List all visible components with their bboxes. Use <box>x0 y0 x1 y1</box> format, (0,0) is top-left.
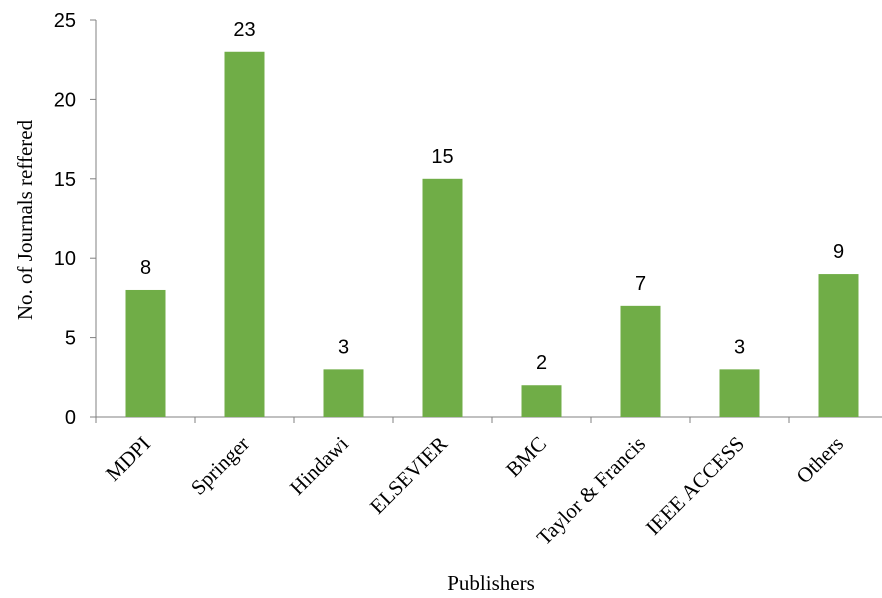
x-tick-label: ELSEVIER <box>365 432 452 519</box>
data-label: 9 <box>833 241 844 263</box>
y-tick-label: 25 <box>54 10 76 32</box>
y-tick-label: 0 <box>65 407 76 429</box>
chart-axes: 0 5 10 15 20 25 <box>54 10 882 429</box>
x-tick-label: MDPI <box>101 432 155 486</box>
x-tick-label: Others <box>791 432 848 489</box>
data-label: 2 <box>536 352 547 374</box>
bar-elsevier <box>422 178 463 417</box>
y-tick-label: 5 <box>65 328 76 350</box>
y-tick-label: 10 <box>54 248 76 270</box>
bar-others <box>818 274 859 417</box>
y-tick-label: 15 <box>54 169 76 191</box>
y-tick-label: 20 <box>54 89 76 111</box>
chart-labels: 8MDPI23Springer3Hindawi15ELSEVIER2BMC7Ta… <box>101 19 848 550</box>
x-tick-label: Hindawi <box>285 431 353 499</box>
data-label: 23 <box>233 19 255 41</box>
data-label: 3 <box>338 336 349 358</box>
x-tick-label: IEEE ACCESS <box>641 432 749 540</box>
data-label: 15 <box>431 146 453 168</box>
data-label: 3 <box>734 336 745 358</box>
bar-bmc <box>521 385 562 417</box>
bar-hindawi <box>323 369 364 417</box>
x-tick-label: BMC <box>501 432 551 482</box>
bar-taylor-francis <box>620 305 661 417</box>
data-label: 8 <box>140 257 151 279</box>
x-tick-label: Springer <box>186 432 254 500</box>
chart-bars <box>125 51 859 417</box>
x-axis-title: Publishers <box>447 571 535 595</box>
data-label: 7 <box>635 273 646 295</box>
bar-mdpi <box>125 289 166 417</box>
bar-springer <box>224 51 265 417</box>
y-axis-title: No. of Journals reffered <box>13 119 37 320</box>
bar-ieee-access <box>719 369 760 417</box>
